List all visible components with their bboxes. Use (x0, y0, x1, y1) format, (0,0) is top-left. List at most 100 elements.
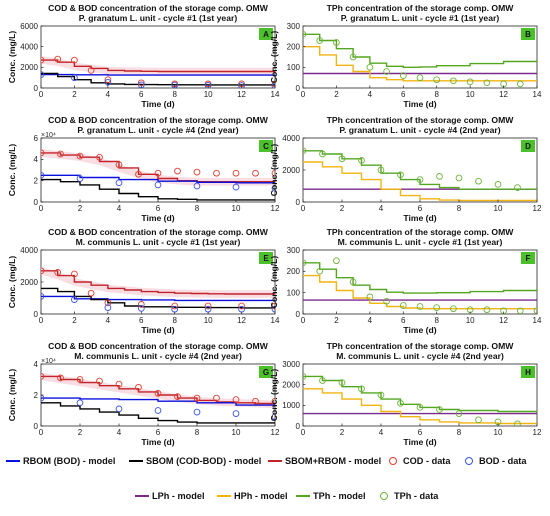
legend-label: RBOM (BOD) - model (23, 456, 115, 466)
plot-area (302, 137, 538, 203)
x-tick-label: 0 (39, 316, 44, 325)
data-point-tph-data (516, 80, 524, 88)
data-point-cod-data (238, 302, 245, 310)
data-point-cod-data (76, 376, 84, 383)
y-tick-label: 300 (287, 22, 301, 31)
data-point-tph-data (319, 150, 326, 158)
legend-label: TPh - data (394, 491, 439, 501)
x-axis-label: Time (d) (403, 437, 436, 447)
data-point-cod-data (54, 55, 62, 63)
x-tick-label: 0 (39, 90, 44, 99)
x-tick-label: 2 (334, 90, 339, 99)
data-point-cod-data (193, 394, 201, 402)
data-point-bod-data (71, 74, 78, 82)
panel-badge-label: F (526, 254, 531, 263)
series-line-hph (303, 274, 537, 310)
data-point-cod-data (104, 76, 112, 84)
y-tick-label: 2000 (282, 166, 300, 175)
panel-badge-label: A (263, 30, 269, 39)
y-axis-label: Conc. (mg/L) (7, 144, 17, 197)
y-tick-label: 2 (34, 176, 39, 185)
panel-badge (259, 140, 273, 152)
uncertainty-band (41, 267, 275, 298)
panel-badge (259, 252, 273, 264)
data-point-cod-data (54, 269, 62, 276)
data-point-tph-data (377, 166, 385, 174)
data-point-tph-data (516, 307, 524, 314)
panel-badge-label: B (525, 30, 531, 39)
plot-content (303, 30, 537, 88)
x-tick-label: 10 (232, 204, 241, 213)
data-point-cod-data (174, 167, 181, 175)
data-point-tph-data (333, 257, 340, 265)
y-tick-label: 0 (34, 422, 39, 431)
x-tick-label: 4 (117, 204, 122, 213)
legend-swatch-circle (389, 457, 397, 465)
x-tick-label: 8 (195, 428, 200, 437)
x-tick-label: 12 (533, 204, 542, 213)
y-tick-label: 4 (34, 155, 39, 164)
data-point-tph-data (514, 184, 521, 191)
data-point-tph-data (416, 303, 424, 310)
panel-badge (521, 140, 535, 152)
x-tick-label: 14 (533, 316, 542, 325)
panel-subtitle: P. granatum L. unit - cycle #4 (2nd year… (339, 125, 500, 135)
legend-label: LPh - model (152, 491, 205, 501)
x-tick-label: 6 (139, 90, 144, 99)
y-tick-label: 0 (34, 310, 39, 319)
y-axis-label: Conc. (mg/L) (269, 369, 279, 422)
x-tick-label: 4 (368, 316, 373, 325)
panel-title: COD & BOD concentration of the storage c… (48, 227, 269, 237)
x-tick-label: 10 (232, 428, 241, 437)
panel-subtitle: P. granatum L. unit - cycle #1 (1st year… (341, 13, 500, 23)
x-tick-label: 10 (466, 90, 475, 99)
x-tick-label: 2 (340, 204, 345, 213)
data-point-tph-data (450, 77, 457, 85)
panel-title: COD & BOD concentration of the storage c… (48, 341, 269, 351)
series-line-sbom (41, 72, 275, 86)
data-point-tph-data (466, 78, 474, 86)
data-point-cod-data (41, 373, 45, 380)
data-point-bod-data (76, 399, 84, 407)
panel-g: COD & BOD concentration of the storage c… (7, 341, 280, 447)
x-tick-label: 4 (379, 428, 384, 437)
data-point-cod-data (71, 270, 78, 278)
x-axis-label: Time (d) (141, 213, 174, 223)
y-axis-label: Conc. (mg/L) (269, 144, 279, 197)
data-point-tph-data (319, 377, 326, 384)
data-point-bod-data (238, 82, 245, 88)
y-tick-label: 2 (34, 391, 39, 400)
data-point-cod-data (154, 169, 162, 177)
data-point-tph-data (349, 278, 357, 286)
data-point-tph-data (416, 176, 424, 183)
panel-badge (259, 366, 273, 378)
panel-title: COD & BOD concentration of the storage c… (48, 115, 269, 125)
y-tick-label: 0 (34, 198, 39, 207)
data-point-cod-data (135, 170, 142, 178)
x-tick-label: 6 (418, 428, 423, 437)
x-tick-label: 14 (271, 316, 280, 325)
data-point-tph-data (316, 267, 324, 275)
x-tick-label: 0 (301, 316, 306, 325)
data-point-cod-data (271, 302, 275, 310)
series-line-hph (303, 388, 537, 425)
x-tick-label: 12 (533, 428, 542, 437)
data-point-cod-data (171, 302, 179, 310)
x-axis-label: Time (d) (403, 213, 436, 223)
data-point-bod-data (41, 394, 45, 402)
data-point-bod-data (232, 183, 240, 191)
x-tick-label: 6 (139, 316, 144, 325)
data-point-tph-data (433, 76, 441, 84)
data-point-bod-data (154, 181, 162, 189)
y-axis-label: Conc. (mg/L) (7, 369, 17, 422)
y-tick-label: 2000 (20, 63, 38, 72)
x-tick-label: 0 (301, 90, 306, 99)
x-tick-label: 8 (195, 204, 200, 213)
x-tick-label: 12 (237, 316, 246, 325)
y-tick-label: 0 (296, 198, 301, 207)
y-tick-label: 6 (34, 134, 39, 143)
series-line-rbom (41, 174, 275, 184)
data-point-cod-data (271, 397, 275, 405)
data-point-cod-data (271, 169, 275, 177)
panel-badge-label: E (263, 254, 269, 263)
